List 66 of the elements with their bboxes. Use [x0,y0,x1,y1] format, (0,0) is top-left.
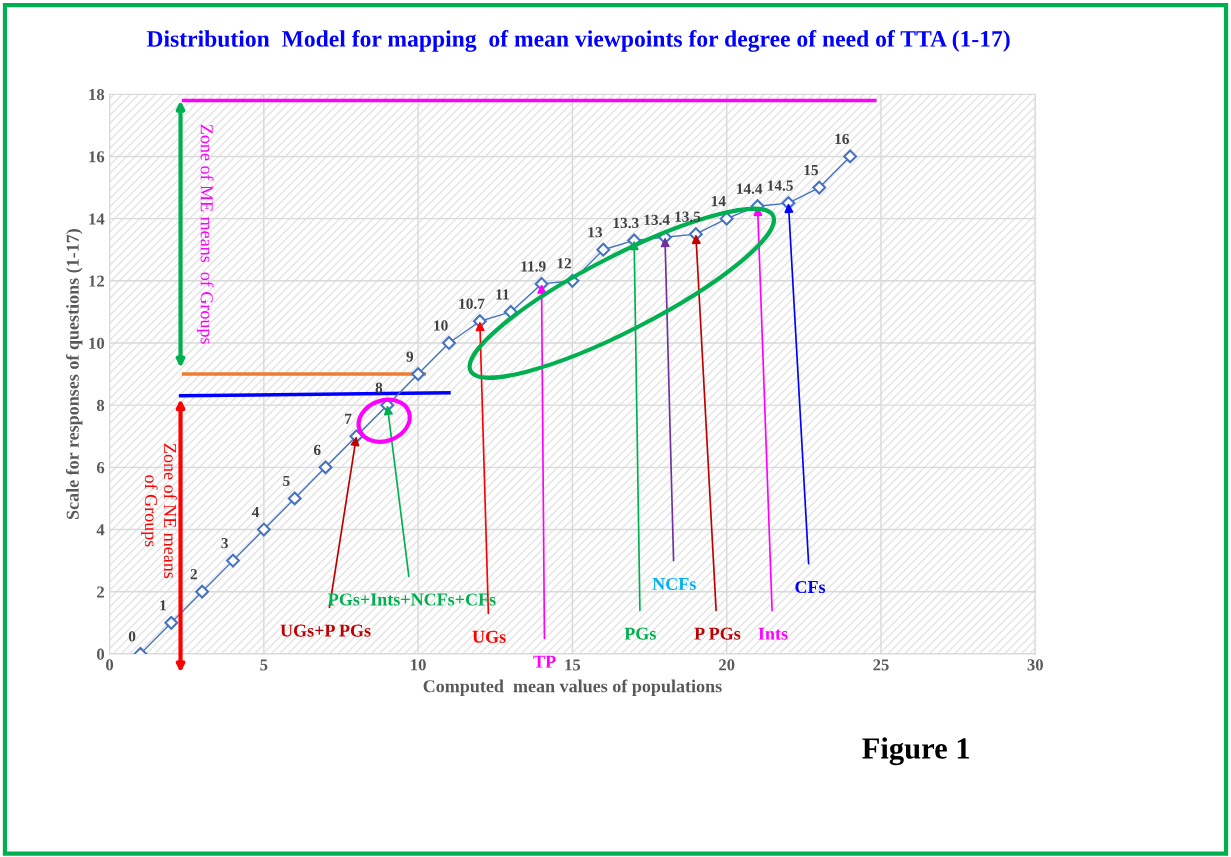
data-label: 8 [375,382,383,393]
x-tick-label: 5 [260,659,268,671]
annotation: UGs [472,630,506,643]
annotation: P PGs [694,627,741,640]
point [411,367,426,382]
data-label: 6 [313,444,321,455]
y-axis-title: Scale for responses of questions (1-17) [65,229,83,519]
y-tick-label: 18 [89,88,105,101]
data-label: 7 [345,413,352,424]
point [195,584,210,599]
x-tick-label: 0 [106,659,114,671]
x-tick-label: 10 [411,659,426,671]
point [812,180,827,195]
data-label: 13.5 [675,211,701,222]
y-tick-label: 0 [97,648,105,660]
y-tick-label: 8 [96,399,105,412]
annotation: Ints [758,627,788,640]
annotation: PGs [624,627,656,640]
annotation: CFs [795,580,826,594]
point [442,336,456,350]
data-label: 16 [835,133,849,145]
annotation: NCFs [652,577,696,591]
data-label: 13.4 [644,214,670,225]
data-label: 13 [588,227,603,238]
y-tick-label: 14 [89,213,105,225]
annotation: UGs+P PGs [280,624,371,637]
data-label: 11.9 [521,261,546,272]
point [164,615,179,630]
annotation: TP [533,655,556,668]
data-label: 12 [557,258,572,269]
x-axis-title: Computed mean values of populations [423,679,722,696]
data-label: 3 [221,538,228,549]
data-label: 14.5 [767,180,793,191]
y-tick-label: 6 [96,462,105,474]
y-tick-label: 10 [89,337,105,349]
y-tick-label: 2 [97,586,104,598]
y-tick-label: 12 [89,275,104,287]
x-tick-label: 15 [565,659,581,671]
data-label: 14 [711,196,726,207]
caption: Figure 1 [862,737,970,766]
x-tick-label: 25 [873,659,889,671]
data-label: 5 [283,475,290,487]
data-label: 2 [190,569,197,580]
x-tick-label: 20 [719,659,735,671]
point [318,460,333,475]
annotation: Zone of ME means of Groups [196,124,214,344]
point [843,149,858,164]
chart-title: Distribution Model for mapping of mean viewpoints for degree of need of TTA (1-17) [146,30,1010,52]
data-label: 10 [434,320,448,331]
annotation: Zone of NE means of Groups [141,443,177,579]
point [226,553,240,568]
data-label: 1 [160,600,166,611]
data-label: 15 [804,164,819,176]
data-label: 13.3 [613,217,639,229]
data-label: 9 [406,351,414,362]
data-label: 0 [128,631,136,642]
data-label: 10.7 [459,298,485,309]
point [256,522,271,537]
x-tick-label: 30 [1027,659,1043,671]
data-label: 4 [251,506,260,518]
data-label: 14.4 [737,183,763,194]
y-tick-label: 4 [96,524,105,536]
point [596,242,611,257]
point [287,491,302,506]
data-label: 11 [496,289,509,300]
y-tick-label: 16 [89,151,105,163]
